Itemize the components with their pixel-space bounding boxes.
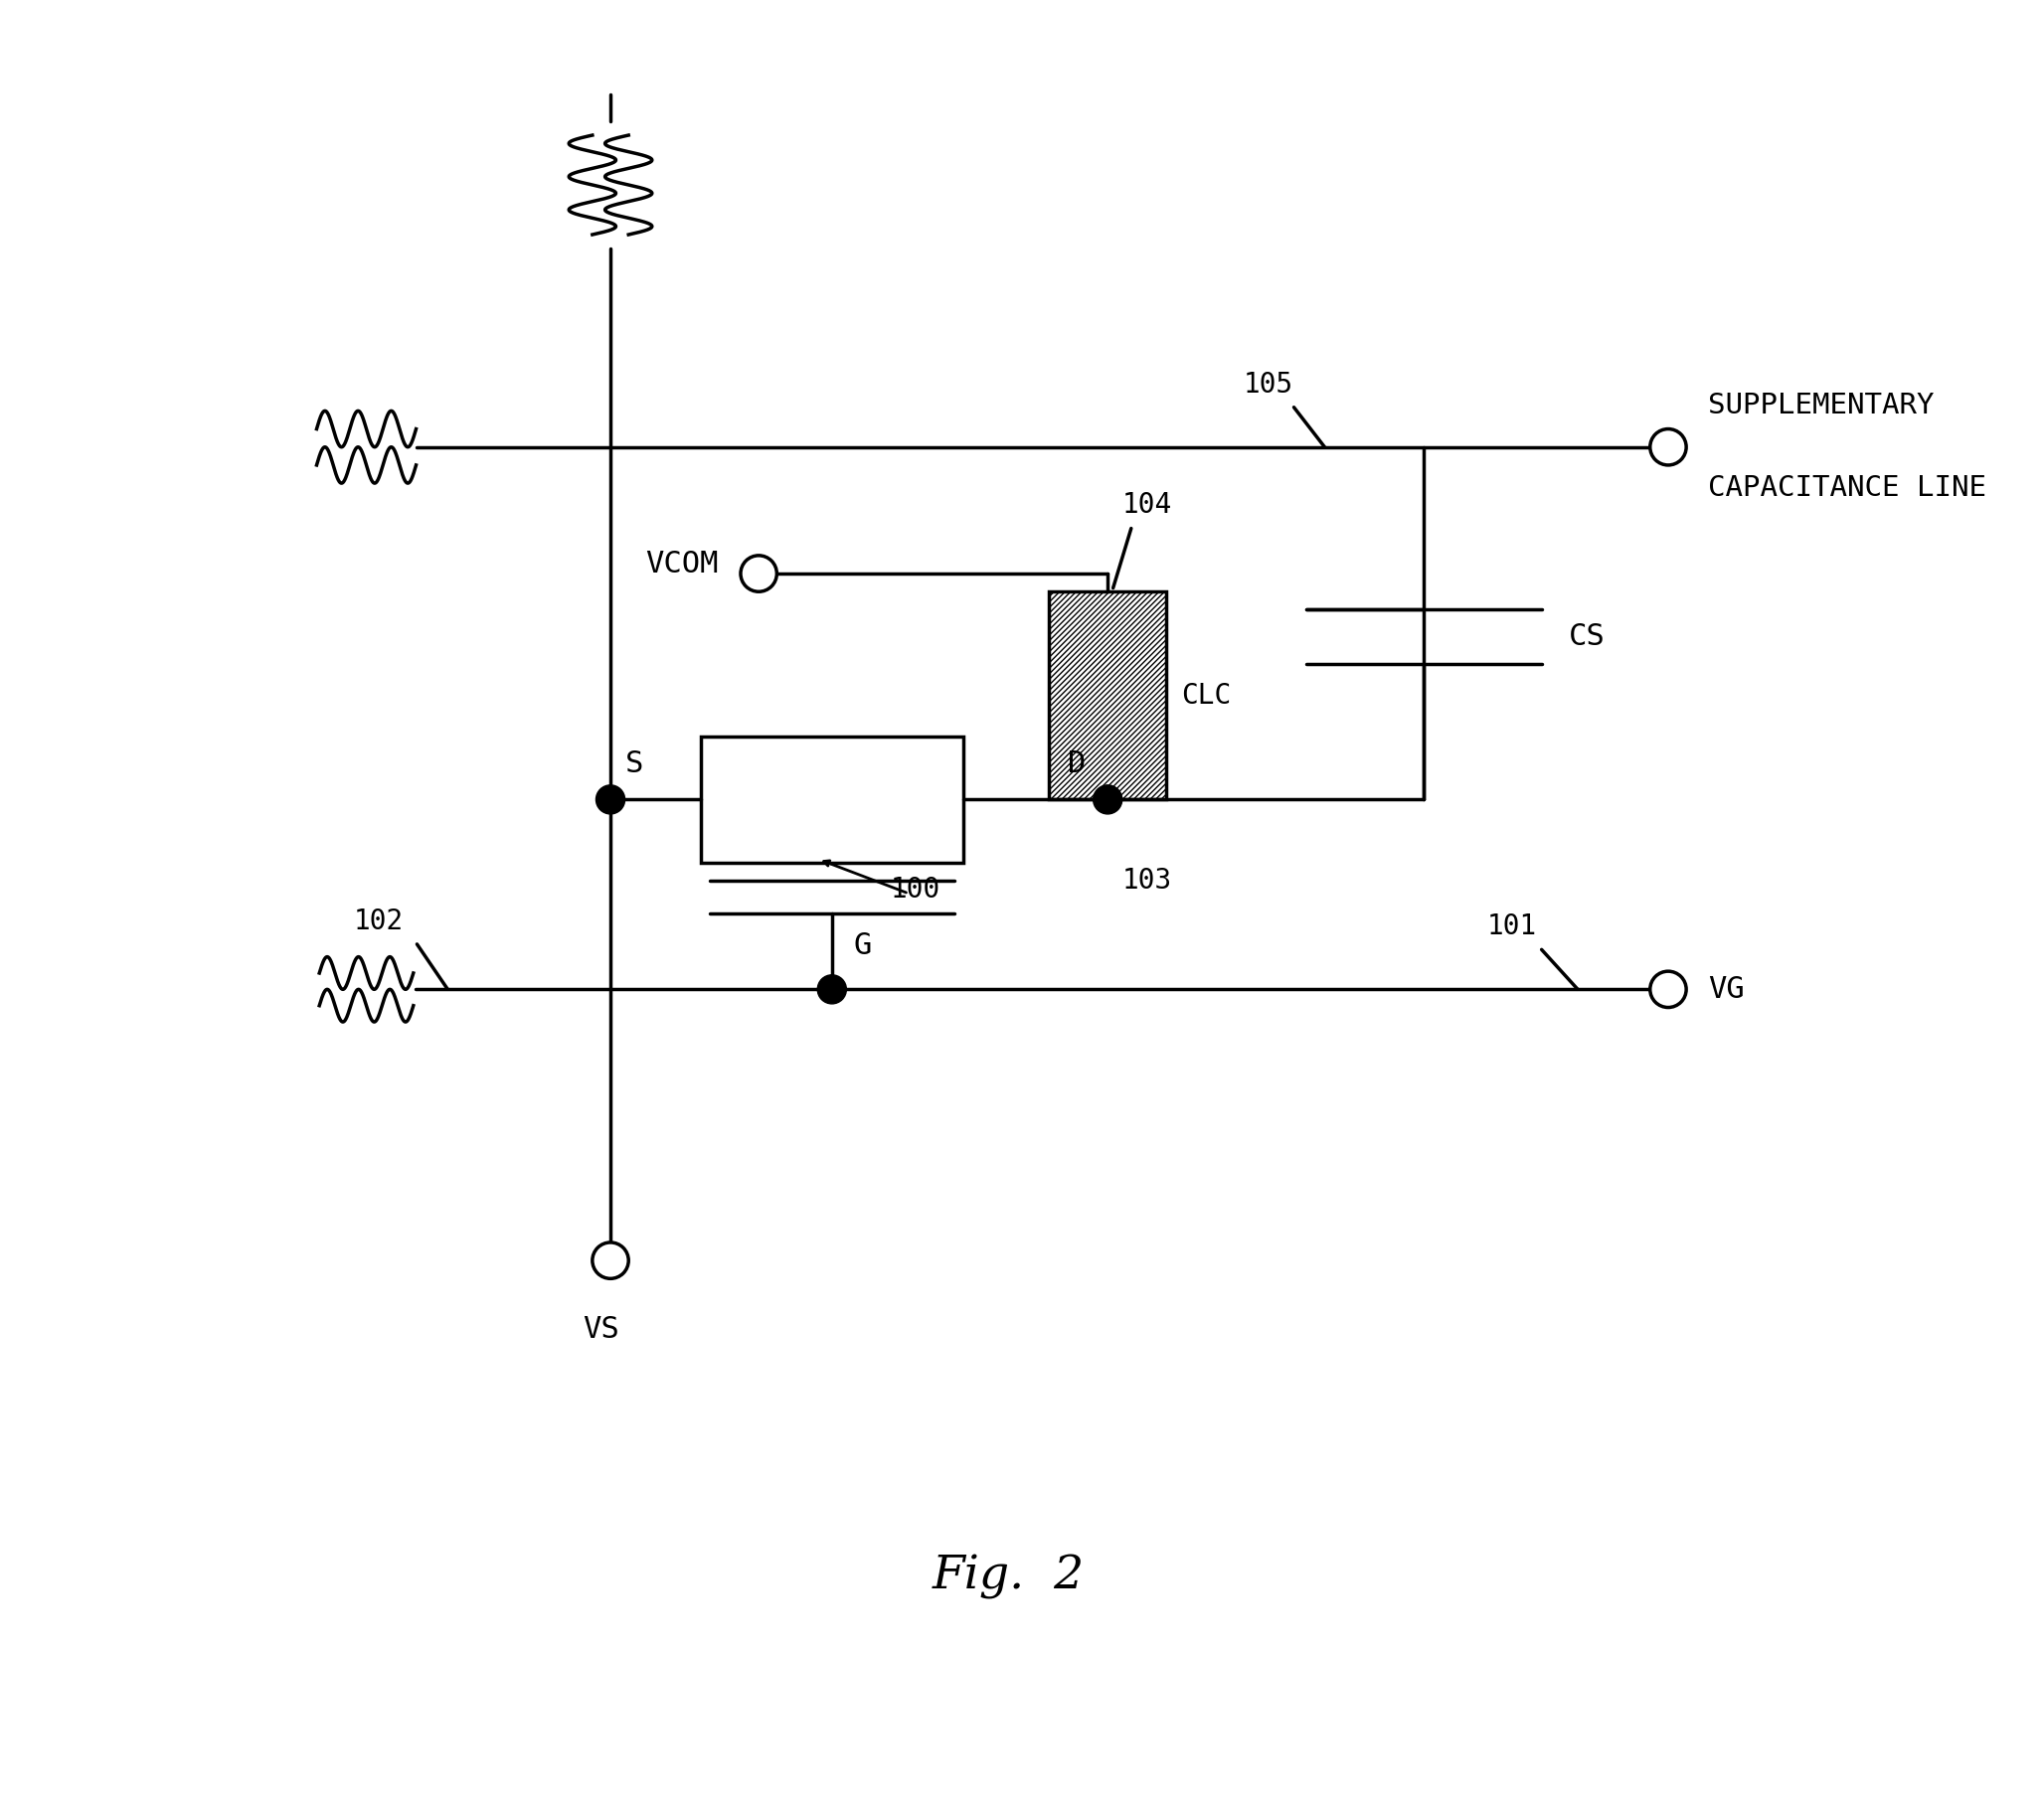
Text: VCOM: VCOM xyxy=(646,550,719,579)
Text: VS: VS xyxy=(583,1315,619,1344)
Text: G: G xyxy=(854,932,873,961)
Text: VG: VG xyxy=(1709,975,1744,1004)
Text: Fig.  2: Fig. 2 xyxy=(932,1554,1085,1600)
Bar xyxy=(701,735,963,863)
Text: D: D xyxy=(1067,748,1085,777)
Circle shape xyxy=(593,1242,628,1278)
Text: 104: 104 xyxy=(1122,492,1171,519)
Text: SUPPLEMENTARY: SUPPLEMENTARY xyxy=(1709,392,1934,419)
Circle shape xyxy=(597,785,625,814)
Text: 105: 105 xyxy=(1243,370,1294,398)
Circle shape xyxy=(1650,429,1686,465)
Text: CS: CS xyxy=(1568,623,1605,652)
Text: 100: 100 xyxy=(891,875,940,903)
Text: S: S xyxy=(625,748,644,777)
Text: CLC: CLC xyxy=(1181,681,1230,710)
Text: CAPACITANCE LINE: CAPACITANCE LINE xyxy=(1709,474,1987,501)
Bar xyxy=(1049,592,1167,799)
Text: 103: 103 xyxy=(1122,866,1171,893)
Circle shape xyxy=(740,556,777,592)
Circle shape xyxy=(1650,972,1686,1008)
Circle shape xyxy=(818,975,846,1004)
Text: 102: 102 xyxy=(354,908,403,935)
Circle shape xyxy=(1094,785,1122,814)
Text: 101: 101 xyxy=(1488,913,1537,941)
